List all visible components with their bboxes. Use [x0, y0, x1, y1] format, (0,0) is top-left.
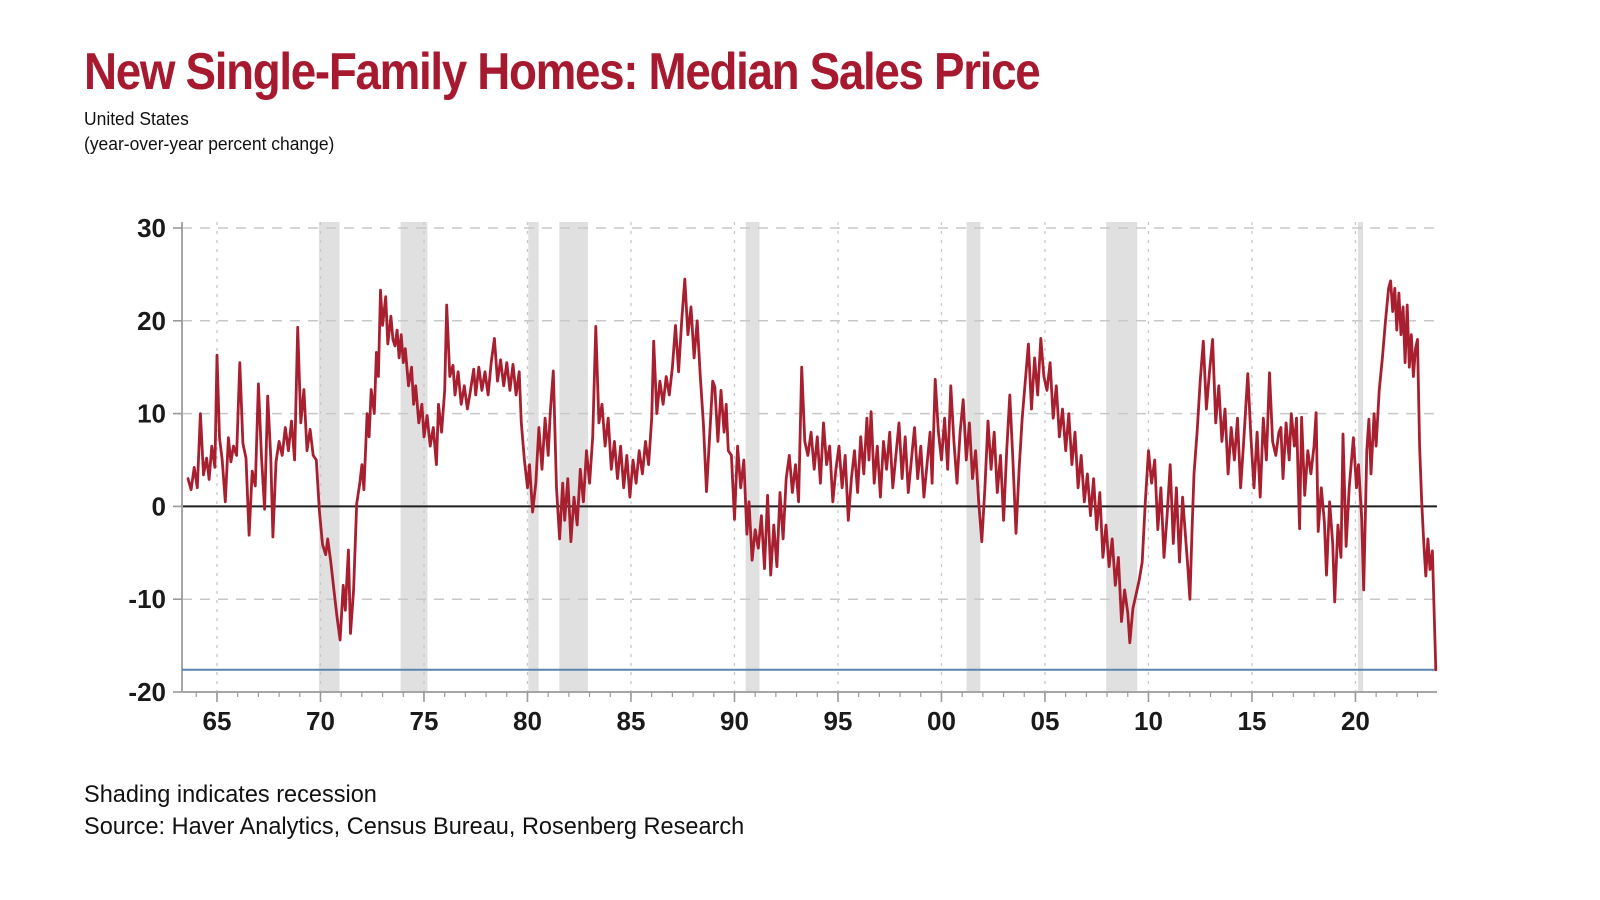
recession-band	[400, 222, 428, 692]
subtitle-units: (year-over-year percent change)	[84, 134, 335, 154]
y-tick-label: -10	[128, 584, 166, 614]
recession-band	[559, 222, 588, 692]
x-tick-label: 90	[720, 706, 749, 736]
x-tick-label: 75	[410, 706, 439, 736]
recession-band	[745, 222, 760, 692]
y-tick-label: 0	[152, 491, 166, 521]
x-tick-label: 15	[1237, 706, 1266, 736]
recession-band	[1357, 222, 1364, 692]
x-tick-label: 10	[1134, 706, 1163, 736]
y-tick-label: -20	[128, 677, 166, 707]
y-tick-label: 20	[137, 306, 166, 336]
y-tick-label: 10	[137, 399, 166, 429]
x-tick-label: 95	[824, 706, 853, 736]
x-tick-label: 00	[927, 706, 956, 736]
x-tick-label: 05	[1030, 706, 1059, 736]
price-yoy-line	[186, 277, 1438, 672]
x-tick-label: 20	[1341, 706, 1370, 736]
x-tick-label: 80	[513, 706, 542, 736]
x-tick-label: 85	[617, 706, 646, 736]
recession-band	[528, 222, 539, 692]
page-title: New Single-Family Homes: Median Sales Pr…	[84, 43, 1041, 101]
x-tick-label: 70	[306, 706, 335, 736]
recession-band	[966, 222, 981, 692]
y-tick-label: 30	[137, 213, 166, 243]
recession-band	[318, 222, 340, 692]
subtitle-region: United States	[84, 109, 189, 129]
x-tick-label: 65	[203, 706, 232, 736]
footnote-recession-shading: Shading indicates recession	[84, 781, 377, 808]
footnote-source: Source: Haver Analytics, Census Bureau, …	[84, 813, 745, 840]
